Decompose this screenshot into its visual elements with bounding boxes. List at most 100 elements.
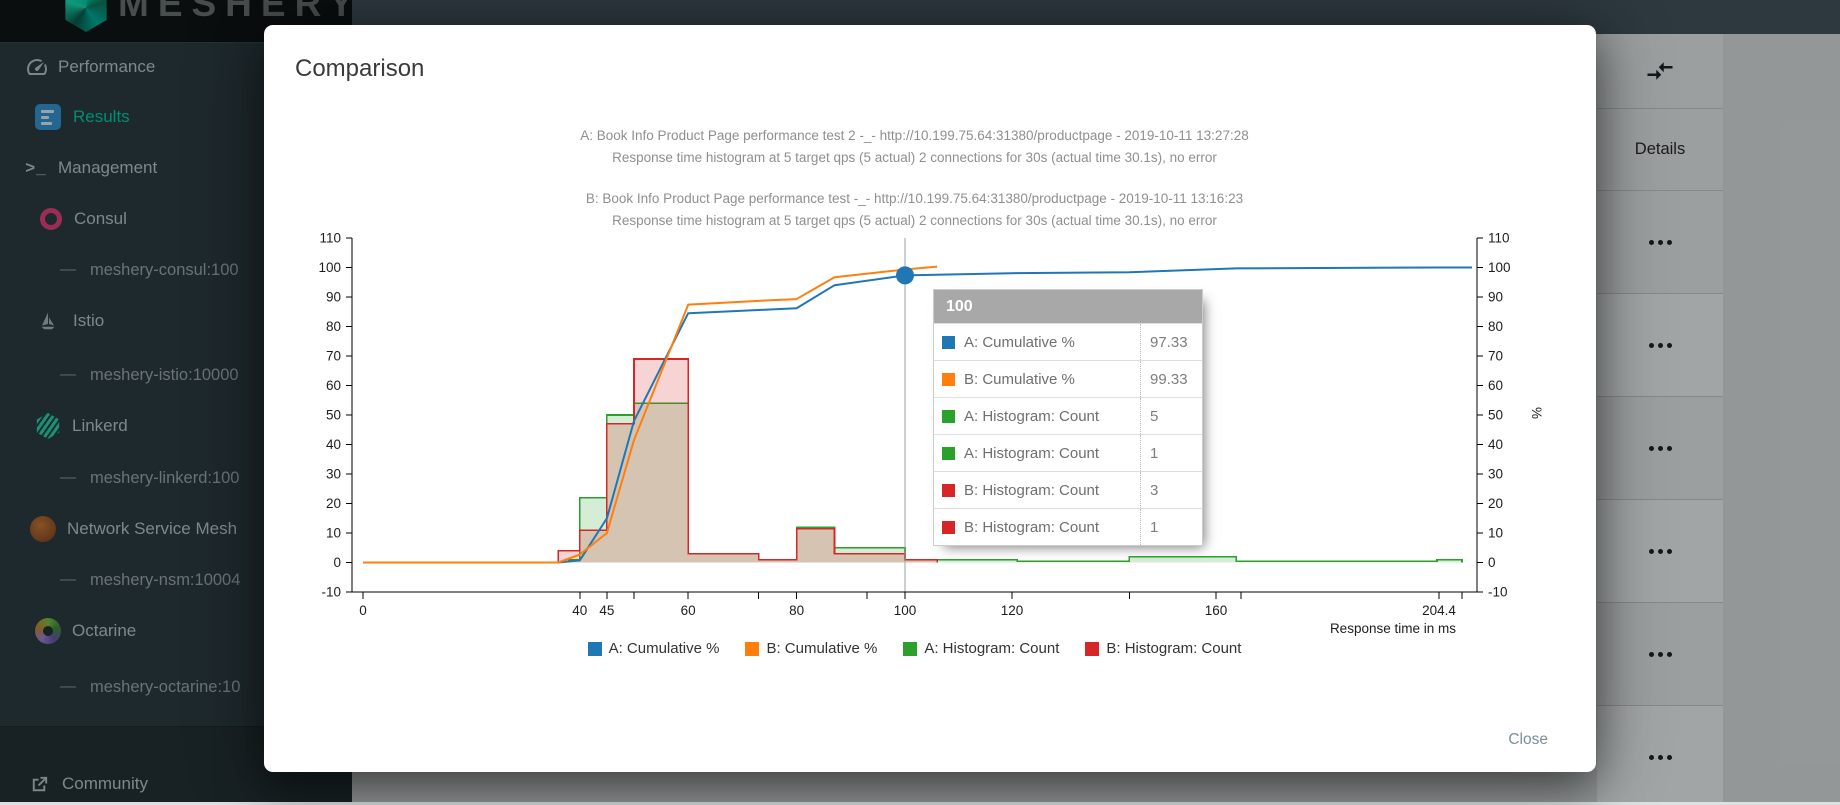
tooltip-x-value: 100 (934, 290, 1202, 323)
svg-text:%: % (1529, 407, 1544, 419)
table-row[interactable] (1597, 397, 1723, 500)
svg-text:60: 60 (1488, 378, 1503, 393)
compare-selected-button[interactable] (1639, 50, 1681, 92)
svg-text:60: 60 (326, 378, 341, 393)
sidebar-item-consul[interactable]: Consul (0, 198, 388, 240)
legend-swatch-icon (903, 641, 918, 656)
svg-text:Response time in ms: Response time in ms (1330, 621, 1456, 636)
legend-swatch-icon (587, 641, 602, 656)
chart-subtitle-b: Response time histogram at 5 target qps … (612, 213, 1217, 228)
sidebar-item-meshery-consul[interactable]: — meshery-consul:100 (60, 260, 239, 279)
legend-item[interactable]: A: Histogram: Count (903, 640, 1059, 657)
dash-icon: — (60, 261, 76, 278)
svg-text:20: 20 (1488, 496, 1503, 511)
tooltip-row: B: Histogram: Count 3 (934, 471, 1202, 508)
svg-text:80: 80 (789, 603, 804, 618)
svg-text:45: 45 (599, 603, 614, 618)
table-row[interactable] (1597, 294, 1723, 397)
details-column-header: Details (1597, 109, 1723, 191)
svg-text:90: 90 (326, 290, 341, 305)
series-swatch-icon (942, 409, 955, 423)
legend-item[interactable]: A: Cumulative % (587, 640, 719, 657)
sidebar-item-performance[interactable]: Performance (0, 46, 374, 88)
series-swatch-icon (942, 483, 955, 497)
sidebar-divider (0, 726, 352, 727)
svg-text:110: 110 (1488, 231, 1510, 246)
row-more-options-button[interactable] (1643, 646, 1678, 663)
svg-text:120: 120 (1001, 603, 1024, 618)
sidebar-item-network-service-mesh[interactable]: Network Service Mesh (0, 508, 380, 550)
svg-text:110: 110 (319, 231, 341, 246)
octarine-icon (33, 618, 63, 644)
svg-text:60: 60 (681, 603, 696, 618)
legend-item[interactable]: B: Histogram: Count (1085, 640, 1241, 657)
row-more-options-button[interactable] (1643, 543, 1678, 560)
comparison-chart[interactable]: -10 -10 0 0 10 10 20 20 30 30 40 40 50 50 60 60 70 70 80 80… (264, 25, 1596, 772)
sidebar-item-meshery-octarine[interactable]: — meshery-octarine:10 (60, 677, 241, 696)
table-toolbar (1597, 34, 1723, 109)
sidebar-item-results[interactable]: Results (0, 96, 385, 138)
tooltip-row: A: Cumulative % 97.33 (934, 323, 1202, 360)
row-more-options-button[interactable] (1643, 440, 1678, 457)
results-table-card: Details (1597, 34, 1723, 802)
nsm-icon (28, 516, 58, 542)
svg-text:100: 100 (318, 260, 341, 275)
table-row[interactable] (1597, 191, 1723, 294)
row-more-options-button[interactable] (1643, 234, 1678, 251)
svg-text:-10: -10 (1488, 585, 1508, 600)
comparison-dialog: Comparison A: Book Info Product Page per… (264, 25, 1596, 772)
legend-item[interactable]: B: Cumulative % (745, 640, 877, 657)
istio-sailboat-icon (34, 309, 64, 333)
svg-text:30: 30 (1488, 467, 1503, 482)
sidebar-item-octarine[interactable]: Octarine (0, 610, 385, 652)
svg-text:40: 40 (572, 603, 587, 618)
svg-text:-10: -10 (321, 585, 341, 600)
svg-text:0: 0 (333, 555, 341, 570)
legend-swatch-icon (1085, 641, 1100, 656)
chart-legend: A: Cumulative % B: Cumulative % A: Histogr… (352, 640, 1477, 657)
tooltip-row: A: Histogram: Count 5 (934, 397, 1202, 434)
svg-text:90: 90 (1488, 290, 1503, 305)
series-swatch-icon (942, 372, 955, 386)
svg-text:40: 40 (1488, 437, 1503, 452)
chart-title-a: A: Book Info Product Page performance te… (580, 128, 1249, 143)
sidebar-item-istio[interactable]: Istio (0, 300, 386, 342)
series-swatch-icon (942, 446, 955, 460)
external-link-icon (24, 773, 54, 796)
svg-text:100: 100 (894, 603, 917, 618)
sidebar-item-management[interactable]: >_ Management (0, 147, 373, 189)
meshery-wordmark: MESHERY (118, 0, 352, 24)
sidebar-item-community[interactable]: Community (0, 763, 376, 805)
series-swatch-icon (942, 335, 955, 349)
sidebar-item-meshery-istio[interactable]: — meshery-istio:10000 (60, 365, 239, 384)
svg-text:70: 70 (326, 349, 341, 364)
svg-text:0: 0 (1488, 555, 1496, 570)
sidebar-item-meshery-nsm[interactable]: — meshery-nsm:10004 (60, 570, 241, 589)
row-more-options-button[interactable] (1643, 337, 1678, 354)
terminal-icon: >_ (25, 158, 47, 177)
svg-text:50: 50 (326, 408, 341, 423)
consul-icon (36, 208, 66, 230)
sidebar-item-linkerd[interactable]: Linkerd (0, 405, 385, 447)
table-row[interactable] (1597, 706, 1723, 802)
svg-text:204.4: 204.4 (1422, 603, 1456, 618)
dash-icon: — (60, 571, 76, 588)
legend-swatch-icon (745, 641, 760, 656)
svg-text:50: 50 (1488, 408, 1503, 423)
dash-icon: — (60, 366, 76, 383)
tooltip-row: B: Histogram: Count 1 (934, 508, 1202, 545)
linkerd-icon (33, 413, 63, 439)
svg-text:20: 20 (326, 496, 341, 511)
dash-icon: — (60, 469, 76, 486)
chart-subtitle-a: Response time histogram at 5 target qps … (612, 150, 1217, 165)
table-row[interactable] (1597, 500, 1723, 603)
close-button[interactable]: Close (1498, 725, 1558, 755)
table-row[interactable] (1597, 603, 1723, 706)
svg-text:10: 10 (1488, 526, 1503, 541)
results-icon (33, 104, 63, 130)
gauge-icon (22, 55, 52, 79)
sidebar-item-meshery-linkerd[interactable]: — meshery-linkerd:100 (60, 468, 240, 487)
row-more-options-button[interactable] (1643, 749, 1678, 766)
svg-text:80: 80 (326, 319, 341, 334)
svg-text:100: 100 (1488, 260, 1511, 275)
